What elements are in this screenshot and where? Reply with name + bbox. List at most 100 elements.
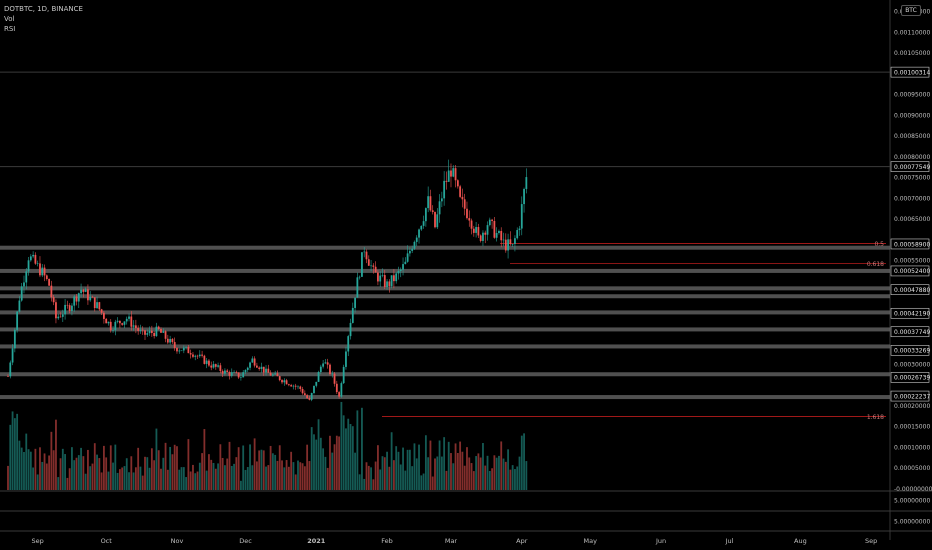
volume-bar <box>91 463 94 490</box>
candle-body <box>246 367 249 370</box>
candle-body <box>358 276 361 278</box>
currency-badge[interactable]: BTC <box>901 5 921 16</box>
volume-bar <box>235 457 238 490</box>
volume-bar <box>246 467 249 490</box>
volume-bar <box>434 458 436 490</box>
volume-bar <box>217 463 219 490</box>
candle-body <box>402 264 404 270</box>
volume-bar <box>381 456 384 490</box>
price-label: 0.00077549 <box>894 164 930 171</box>
volume-bar <box>59 458 62 490</box>
volume-bar <box>112 462 114 490</box>
volume-bar <box>34 448 37 490</box>
candle-body <box>189 353 192 355</box>
volume-bar <box>45 463 48 490</box>
candle-body <box>477 227 480 236</box>
candle-body <box>112 330 114 331</box>
candle-body <box>230 372 233 376</box>
volume-bar <box>484 465 487 490</box>
volume-bar <box>226 458 229 490</box>
volume-bar <box>431 476 434 490</box>
candle-body <box>525 177 528 189</box>
volume-bar <box>278 445 281 490</box>
volume-bar <box>80 447 82 490</box>
volume-bar <box>196 471 199 490</box>
chart-legend: DOTBTC, 1D, BINANCE Vol RSI <box>4 4 83 34</box>
volume-bar <box>214 468 217 490</box>
volume-bar <box>68 468 71 490</box>
volume-bar <box>408 449 411 490</box>
volume-bar <box>219 444 222 490</box>
volume-bar <box>475 456 478 490</box>
volume-bar <box>96 454 98 490</box>
volume-bar <box>285 460 288 490</box>
volume-bar <box>461 451 464 490</box>
volume-bar <box>258 450 261 490</box>
volume-bar <box>100 472 103 490</box>
candle-body <box>294 385 297 387</box>
candle-body <box>96 302 98 309</box>
candle-body <box>178 350 181 352</box>
candle-body <box>237 372 240 378</box>
volume-bar <box>93 443 96 490</box>
volume-bar <box>317 419 320 490</box>
candle-body <box>347 336 350 352</box>
candle-body <box>470 220 473 229</box>
volume-bar <box>315 439 318 490</box>
candle-body <box>335 383 338 393</box>
volume-bar <box>153 460 156 490</box>
volume-bar <box>128 472 130 490</box>
volume-bar <box>7 465 9 490</box>
volume-bar <box>98 458 101 490</box>
candle-body <box>434 212 436 228</box>
candle-body <box>338 392 341 397</box>
candle-body <box>306 395 309 399</box>
volume-bar <box>255 461 258 490</box>
volume-bar <box>240 480 242 490</box>
candle-body <box>75 296 78 302</box>
candle-body <box>66 304 69 306</box>
candle-body <box>436 214 439 228</box>
volume-bar <box>468 457 471 490</box>
volume-bar <box>331 452 334 490</box>
volume-bar <box>345 428 347 490</box>
candle-body <box>91 296 94 298</box>
candle-body <box>491 219 493 221</box>
volume-bar <box>525 461 528 490</box>
volume-bar <box>459 441 462 490</box>
volume-bar <box>50 431 53 490</box>
volume-bar <box>504 461 507 490</box>
volume-bar <box>203 429 206 490</box>
candle-body <box>466 208 468 219</box>
candle-body <box>87 289 89 301</box>
candle-body <box>141 329 144 331</box>
volume-bar <box>176 446 178 490</box>
level-band <box>0 268 890 273</box>
candle-body <box>287 384 290 386</box>
candle-body <box>171 338 174 343</box>
volume-bar <box>365 462 368 490</box>
candle-body <box>134 325 137 329</box>
x-tick-label: Oct <box>101 537 113 545</box>
volume-bar <box>507 449 509 490</box>
volume-bar <box>116 472 119 490</box>
volume-bar <box>121 467 124 490</box>
price-label: 0.00037749 <box>894 329 930 336</box>
candle-body <box>61 314 64 317</box>
volume-bar <box>89 466 92 490</box>
price-label: 0.00026739 <box>894 375 930 382</box>
y-tick-label: 0.00075000 <box>894 175 930 182</box>
volume-bar <box>84 473 87 490</box>
volume-bar <box>491 468 493 490</box>
volume-bar <box>390 432 393 490</box>
candle-body <box>208 360 210 366</box>
level-band <box>0 245 890 250</box>
volume-bar <box>130 456 133 490</box>
volume-bar <box>374 461 377 490</box>
volume-bar <box>303 466 306 490</box>
y-tick-label: 0.00010000 <box>894 444 930 451</box>
candle-body <box>276 373 279 377</box>
candle-body <box>475 227 478 233</box>
volume-bar <box>189 471 192 490</box>
